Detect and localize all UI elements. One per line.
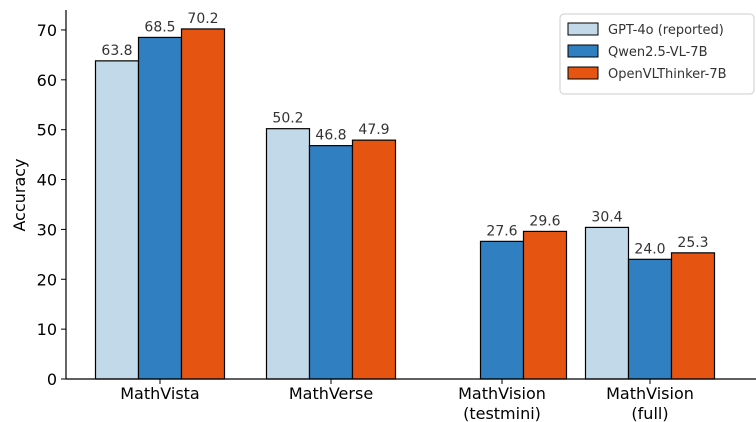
data-label: 63.8 [101, 43, 132, 59]
y-tick-label: 30 [37, 220, 57, 239]
bar [180, 28, 226, 380]
data-label: 30.4 [591, 209, 622, 225]
legend-swatch [567, 44, 599, 58]
data-label: 68.5 [144, 19, 175, 35]
bar [308, 145, 354, 380]
x-tick-label: MathVista [120, 384, 199, 403]
data-label: 50.2 [272, 111, 303, 127]
x-tick-label-line: MathVista [120, 384, 199, 403]
legend: GPT-4o (reported) Qwen2.5-VL-7B OpenVLThin… [559, 13, 755, 95]
y-tick-label: 70 [37, 21, 57, 40]
data-label: 27.6 [486, 223, 517, 239]
y-tick-label: 0 [47, 370, 57, 389]
data-labels-layer: 63.8 50.2 30.4 68.5 46.8 27.6 24.0 70.2 47.9 29.6… [101, 11, 708, 257]
data-label: 24.0 [634, 241, 665, 257]
x-tick-label-line: MathVision [458, 384, 546, 403]
data-label: 29.6 [529, 213, 560, 229]
y-axis-title: Accuracy [10, 158, 29, 231]
data-label: 25.3 [677, 235, 708, 251]
legend-label: Qwen2.5-VL-7B [608, 45, 708, 60]
x-tick-label-line: (testmini) [463, 404, 541, 422]
bar [137, 36, 183, 380]
bar [265, 128, 311, 380]
y-tick-label: 10 [37, 320, 57, 339]
x-tick-label-line: (full) [631, 404, 668, 422]
axes-layer [65, 10, 756, 380]
bar [479, 240, 525, 380]
bar [522, 230, 568, 380]
x-tick-label-line: MathVerse [289, 384, 373, 403]
data-label: 70.2 [187, 11, 218, 27]
y-tick-label: 40 [37, 171, 57, 190]
x-tick-label: MathVision (testmini) [458, 384, 546, 422]
y-ticks-layer: 0 10 20 30 40 50 60 70 [37, 21, 66, 389]
legend-box [559, 13, 755, 95]
x-ticks-layer: MathVista MathVerse MathVision (testmini)Ma… [120, 379, 694, 422]
bar [351, 139, 397, 380]
data-label: 47.9 [358, 122, 389, 138]
data-label: 46.8 [315, 128, 346, 144]
legend-swatch [567, 66, 599, 80]
bar [94, 60, 140, 380]
x-tick-label-line: MathVision [606, 384, 694, 403]
x-tick-label: MathVision (full) [606, 384, 694, 422]
x-tick-label: MathVerse [289, 384, 373, 403]
y-tick-label: 60 [37, 71, 57, 90]
y-tick-label: 50 [37, 121, 57, 140]
bar [627, 258, 673, 380]
y-tick-label: 20 [37, 270, 57, 289]
bars-layer [94, 28, 716, 380]
bar [670, 252, 716, 380]
legend-label: GPT-4o (reported) [608, 23, 724, 38]
legend-label: OpenVLThinker-7B [608, 67, 727, 82]
bar [584, 226, 630, 380]
legend-swatch [567, 22, 599, 36]
